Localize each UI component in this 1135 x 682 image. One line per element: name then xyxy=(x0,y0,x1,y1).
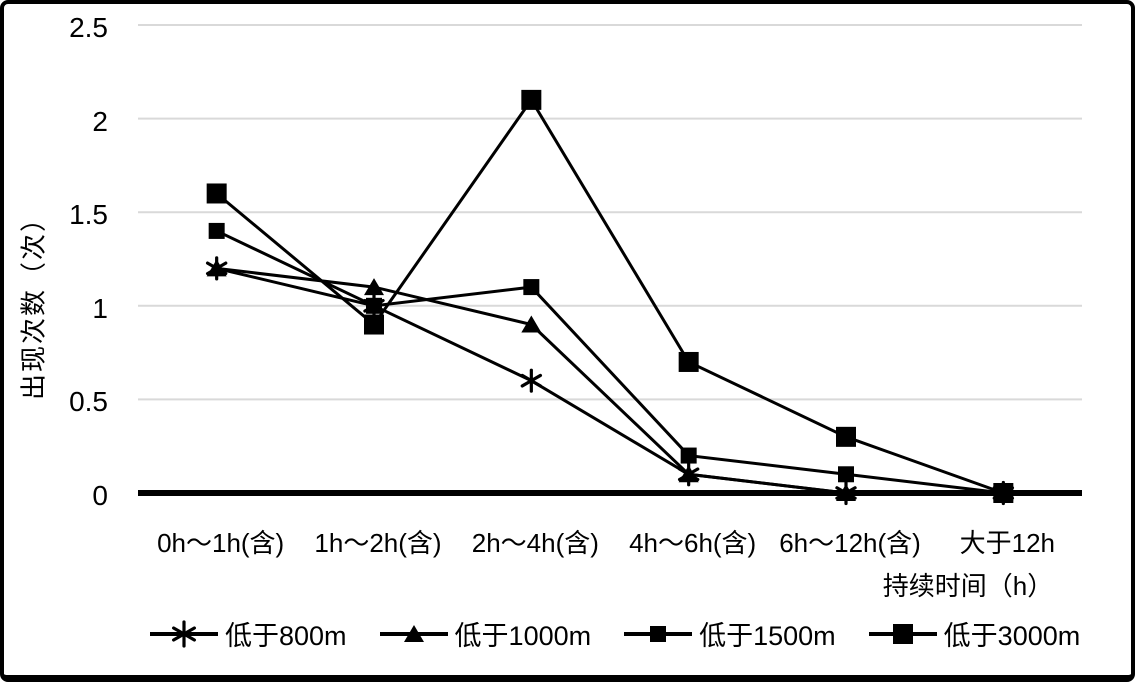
legend-item: 低于3000m xyxy=(868,614,1081,653)
x-tick-label: 6h～12h(含) xyxy=(779,528,921,558)
legend-marker-triangle-icon xyxy=(379,624,448,642)
legend-marker-square-icon xyxy=(868,623,937,644)
x-tick-label: 0h～1h(含) xyxy=(157,528,285,558)
series-line xyxy=(215,97,1004,495)
series-marker-square-icon xyxy=(993,483,1014,503)
series-marker-square-icon xyxy=(521,89,542,110)
series-marker-triangle-icon xyxy=(364,278,384,296)
series-marker-asterisk-icon xyxy=(172,619,196,648)
series-marker-square-icon xyxy=(680,447,697,464)
series-marker-square-icon xyxy=(892,623,913,644)
y-tick-label: 0.5 xyxy=(69,386,108,418)
chart-legend: 低于800m 低于1000m 低于1500m 低于3000m xyxy=(150,614,1080,653)
series-marker-square-icon xyxy=(206,183,227,204)
series-line xyxy=(216,266,1004,495)
y-tick-label: 1.5 xyxy=(69,199,108,231)
x-tick-label: 大于12h xyxy=(959,528,1056,558)
series-marker-square-icon xyxy=(208,222,225,239)
series-marker-triangle-icon xyxy=(678,465,699,483)
series-marker-triangle-icon xyxy=(206,259,227,277)
series-marker-square-icon xyxy=(523,279,540,296)
series-marker-triangle-icon xyxy=(403,624,424,642)
legend-label: 低于800m xyxy=(225,621,347,651)
series-marker-square-icon xyxy=(366,297,382,314)
legend-item: 低于800m xyxy=(150,614,347,653)
legend-label: 低于1000m xyxy=(454,621,592,651)
legend-marker-square-icon xyxy=(624,625,693,642)
legend-item: 低于1500m xyxy=(624,614,836,653)
y-tick-label: 0 xyxy=(92,480,108,511)
series-marker-square-icon xyxy=(650,625,667,642)
series-line xyxy=(216,229,1004,495)
x-tick-label: 1h～2h(含) xyxy=(314,528,442,558)
y-tick-label: 2 xyxy=(92,105,108,137)
series-marker-square-icon xyxy=(836,426,856,447)
series-line xyxy=(216,266,1004,495)
series-marker-triangle-icon xyxy=(836,484,856,501)
legend-marker-asterisk-icon xyxy=(150,619,218,648)
series-marker-asterisk-icon xyxy=(520,368,543,393)
x-tick-label: 4h～6h(含) xyxy=(629,528,757,558)
legend-label: 低于3000m xyxy=(943,621,1081,651)
plot-area xyxy=(138,24,1082,506)
legend-label: 低于1500m xyxy=(699,621,836,651)
x-tick-label: 2h～4h(含) xyxy=(471,528,599,558)
series-marker-square-icon xyxy=(364,314,384,335)
series-marker-square-icon xyxy=(838,466,854,483)
y-tick-label: 2.5 xyxy=(69,12,108,43)
legend-item: 低于1000m xyxy=(379,614,592,653)
y-tick-label: 1 xyxy=(92,292,108,324)
x-axis-title: 持续时间（h） xyxy=(882,571,1054,601)
series-marker-square-icon xyxy=(678,351,699,372)
series-marker-triangle-icon xyxy=(521,315,542,333)
